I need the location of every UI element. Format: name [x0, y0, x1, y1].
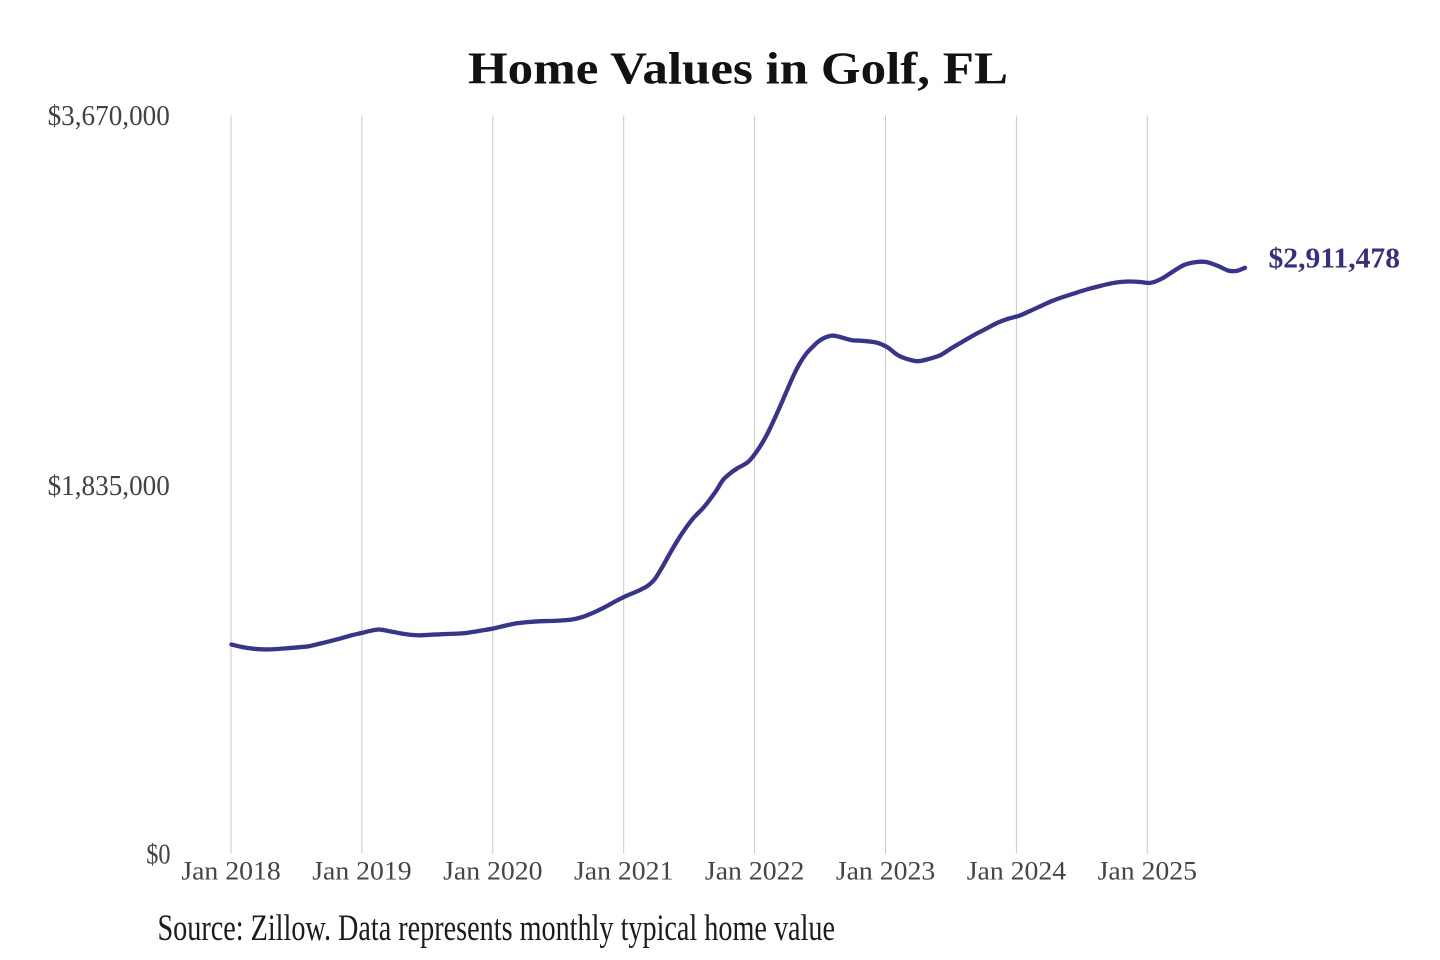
- svg-text:Jan 2023: Jan 2023: [836, 857, 935, 886]
- svg-text:Jan 2024: Jan 2024: [967, 857, 1067, 886]
- svg-text:$2,911,478: $2,911,478: [1269, 244, 1401, 275]
- svg-text:Jan 2019: Jan 2019: [312, 857, 411, 886]
- svg-text:$1,835,000: $1,835,000: [48, 471, 170, 502]
- svg-text:Jan 2025: Jan 2025: [1098, 857, 1197, 886]
- svg-text:Jan 2020: Jan 2020: [443, 857, 542, 886]
- svg-text:Jan 2021: Jan 2021: [574, 857, 673, 886]
- svg-text:$0: $0: [146, 840, 170, 871]
- svg-text:Jan 2018: Jan 2018: [181, 857, 280, 886]
- svg-text:Source: Zillow. Data represent: Source: Zillow. Data represents monthly …: [158, 908, 836, 948]
- svg-text:$3,670,000: $3,670,000: [48, 101, 170, 132]
- svg-text:Jan 2022: Jan 2022: [705, 857, 804, 886]
- svg-text:Home Values in Golf, FL: Home Values in Golf, FL: [468, 43, 1008, 93]
